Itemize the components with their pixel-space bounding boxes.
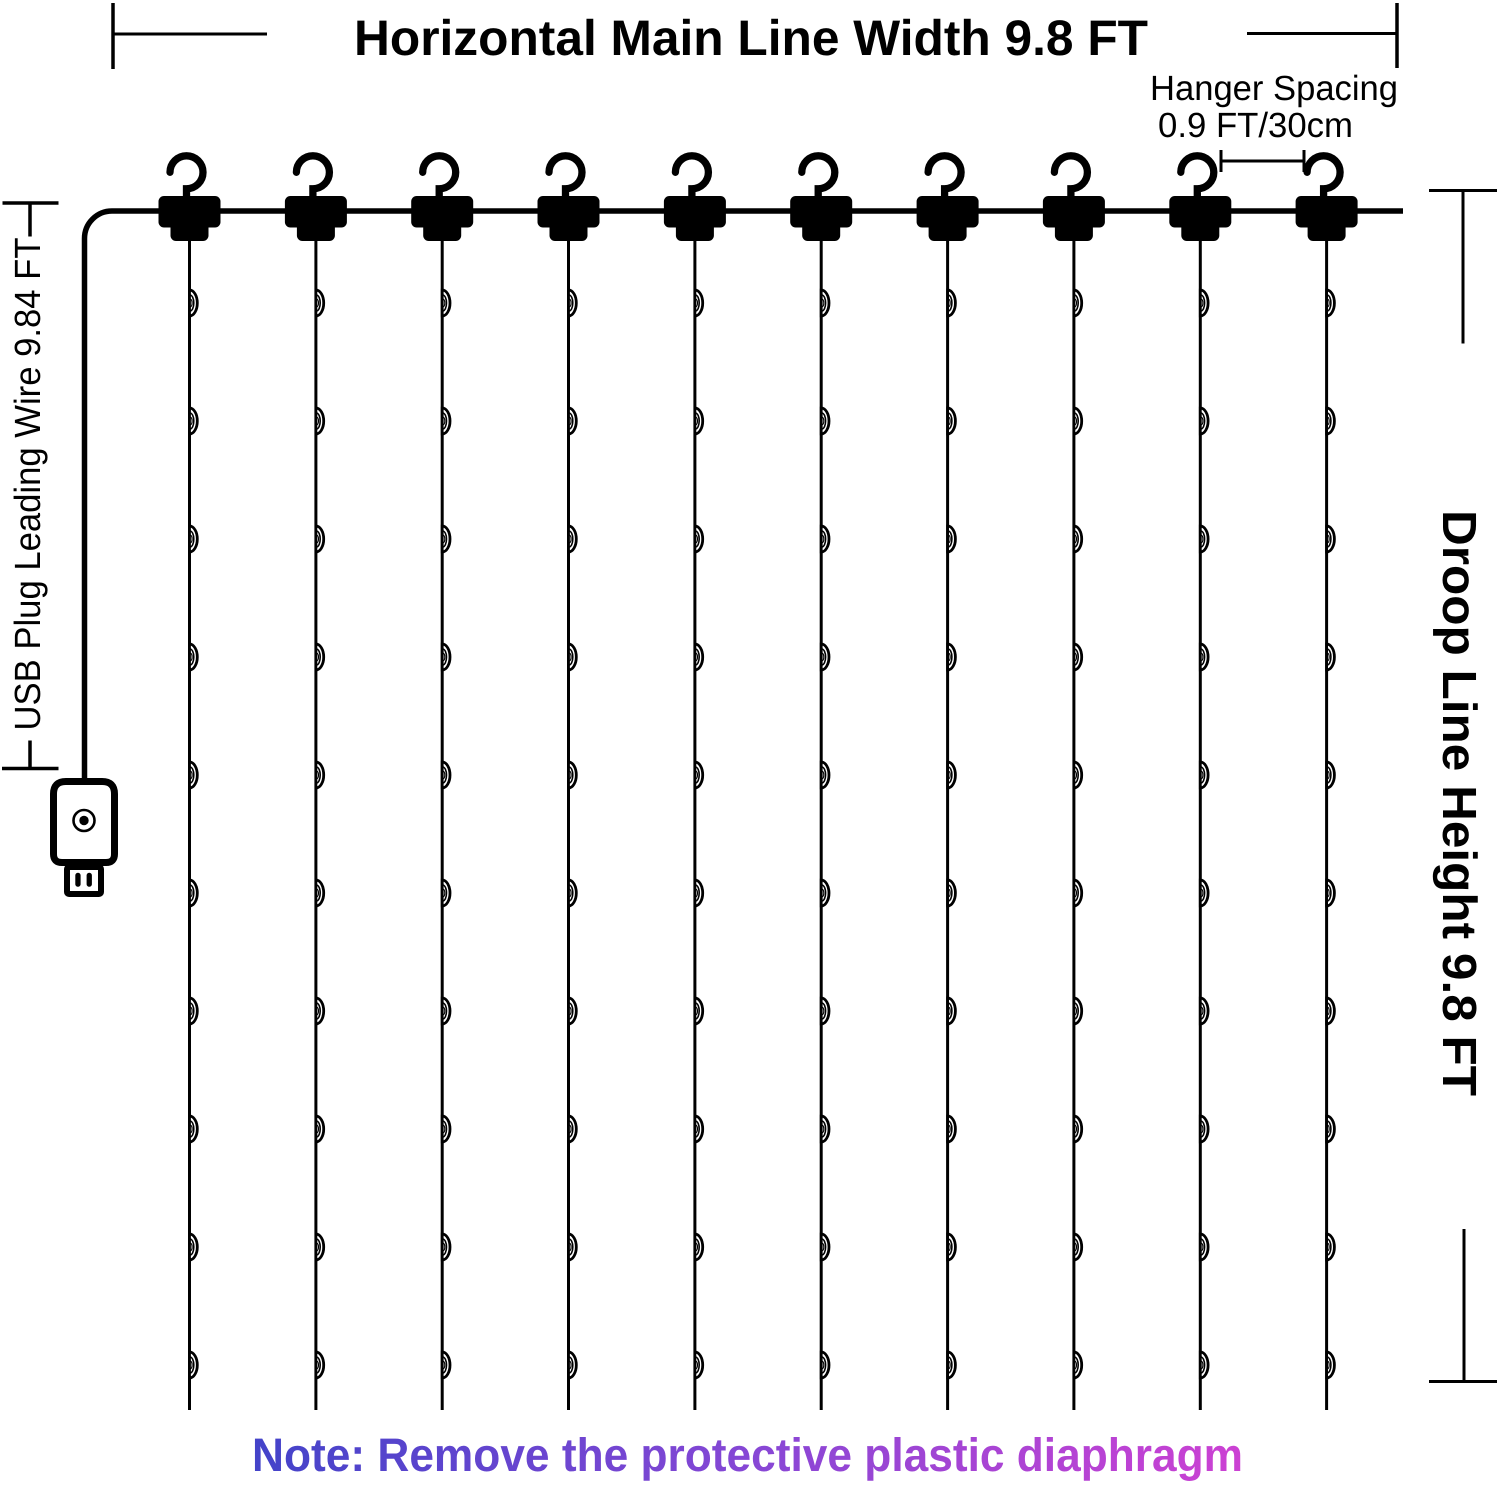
- svg-text:0.9 FT/30cm: 0.9 FT/30cm: [1158, 106, 1353, 145]
- svg-text:Droop Line Height 9.8 FT: Droop Line Height 9.8 FT: [1432, 510, 1485, 1096]
- svg-text:Note: Remove the protective pl: Note: Remove the protective plastic diap…: [252, 1428, 1243, 1481]
- svg-text:Horizontal Main Line Width 9.8: Horizontal Main Line Width 9.8 FT: [354, 10, 1148, 66]
- svg-text:USB Plug Leading Wire 9.84 FT: USB Plug Leading Wire 9.84 FT: [7, 238, 48, 731]
- svg-text:Hanger Spacing: Hanger Spacing: [1150, 69, 1398, 108]
